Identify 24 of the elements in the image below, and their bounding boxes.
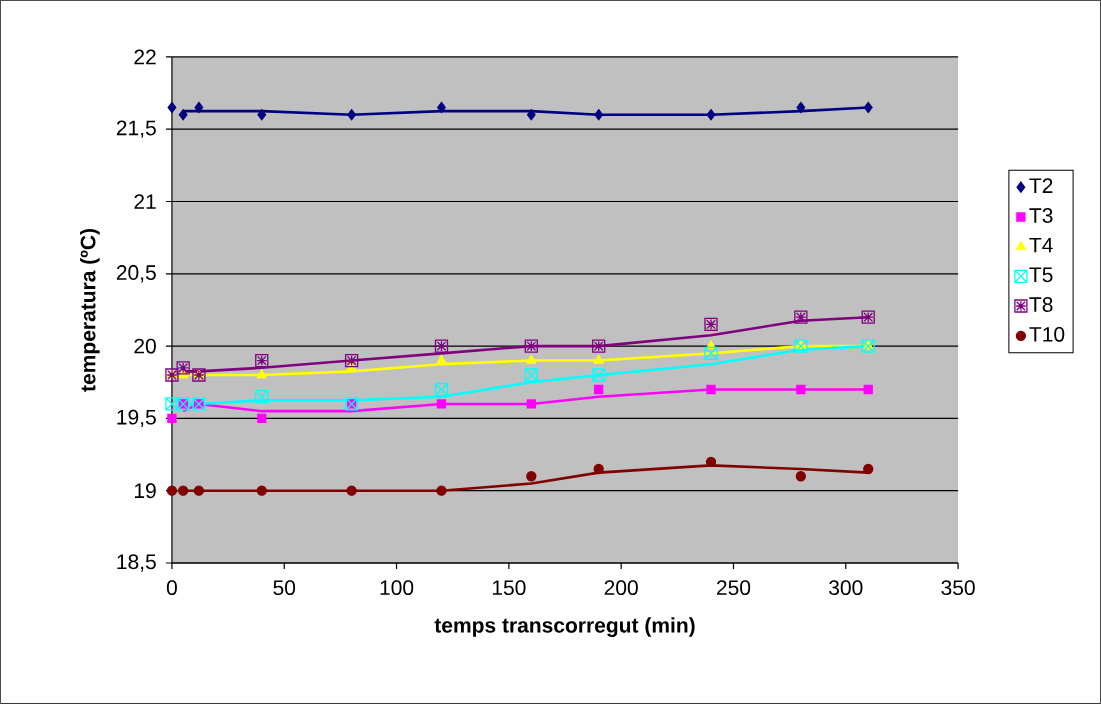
legend-label: T4 (1029, 237, 1053, 253)
x-tick-label: 0 (166, 580, 177, 596)
x-tick-label: 200 (604, 580, 638, 596)
legend-label: T10 (1029, 326, 1065, 342)
y-tick-label: 21 (134, 194, 156, 209)
y-tick-label: 21,5 (116, 120, 156, 138)
y-tick-label: 18,5 (117, 554, 156, 572)
x-tick-label: 150 (492, 580, 526, 596)
x-axis-title: temps transcorregut (min) (434, 617, 695, 637)
x-tick-label: 250 (717, 580, 751, 596)
y-tick-label: 22 (134, 49, 156, 65)
y-tick-label: 20,5 (116, 265, 156, 283)
legend-label: T2 (1029, 178, 1053, 193)
y-axis-title: temperatura (ºC) (80, 229, 100, 392)
legend-label: T8 (1029, 297, 1053, 313)
legend-label: T5 (1029, 267, 1053, 283)
x-tick-label: 300 (829, 580, 863, 596)
x-tick-label: 100 (380, 580, 414, 596)
y-tick-label: 20 (134, 338, 156, 354)
legend-label: T3 (1029, 208, 1053, 223)
x-tick-label: 350 (941, 580, 975, 596)
y-tick-label: 19,5 (117, 409, 156, 428)
y-tick-label: 19 (134, 483, 156, 499)
x-tick-label: 50 (273, 580, 296, 596)
